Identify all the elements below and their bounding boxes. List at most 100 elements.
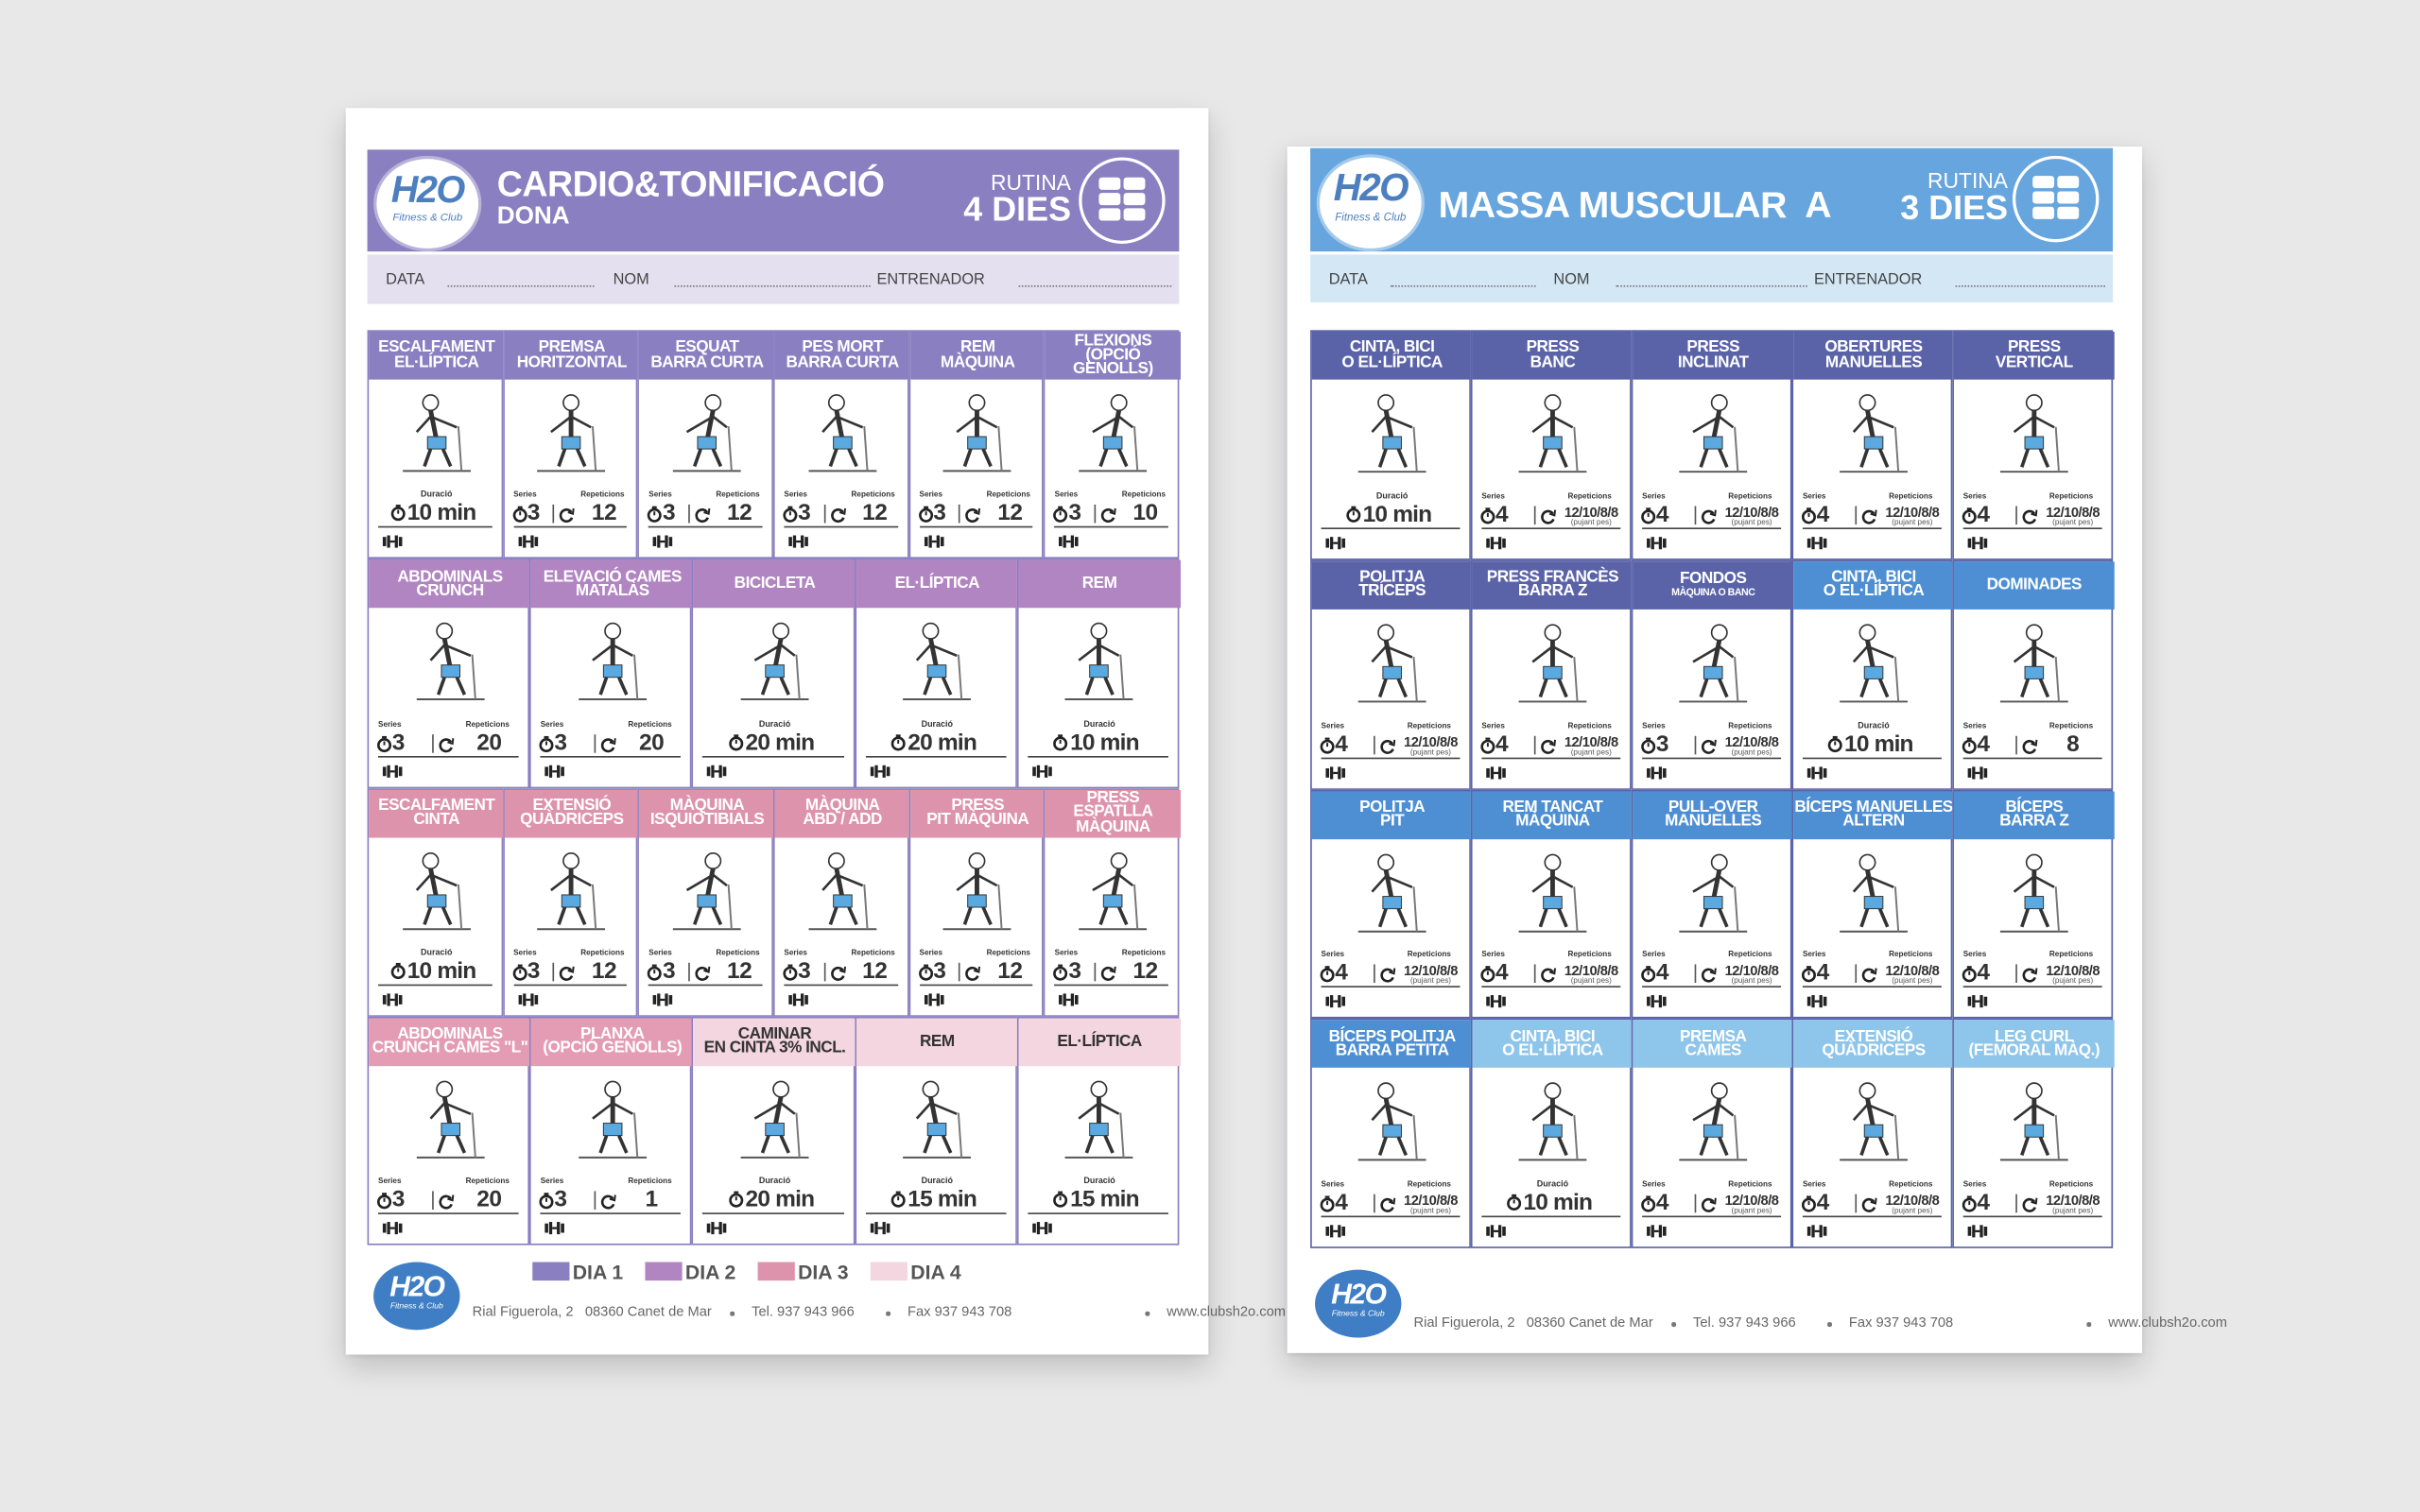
exercise-cell: LEG CURL (FEMORAL MÀQ.) Series Repeticions… <box>1952 1018 2115 1248</box>
bar <box>1066 541 1072 543</box>
icon-block <box>2057 206 2080 219</box>
plate <box>804 994 808 1005</box>
repeat-icon <box>1701 968 1717 983</box>
exercise-name: ESQUAT BARRA CURTA <box>650 338 764 371</box>
shorts <box>1703 1125 1723 1139</box>
plate <box>1047 765 1052 776</box>
cell-header: REM <box>856 1018 1019 1066</box>
reps-value: 12/10/8/8 <box>2046 504 2100 520</box>
dumbbell-icon-wrap <box>706 1222 728 1235</box>
plate <box>1075 537 1080 547</box>
legs <box>558 905 588 925</box>
exercise-name: POLITJA PIT <box>1359 798 1426 831</box>
legs <box>598 1134 629 1154</box>
icon-block <box>1098 177 1121 190</box>
stopwatch-icon <box>1480 736 1495 753</box>
plate <box>657 535 661 548</box>
exercise-name: CINTA, BICI O EL·LÍPTICA <box>1502 1026 1603 1060</box>
arms <box>2013 1103 2055 1122</box>
repeat-arc <box>1380 968 1394 983</box>
plate <box>561 1223 565 1233</box>
stopwatch-icon <box>1641 507 1656 524</box>
plate <box>1972 995 1976 1008</box>
series-value: 4 <box>1816 501 1830 527</box>
footer-dot <box>730 1311 735 1315</box>
value-underline <box>513 984 628 986</box>
repeat-arc <box>560 508 575 524</box>
form-line <box>1391 285 1535 287</box>
stopwatch-icon <box>1641 736 1656 753</box>
header-band: H2O Fitness & Club MASSA MUSCULAR A RUTINA 3… <box>1310 147 2114 252</box>
dumbbell-icon-wrap <box>1030 1222 1052 1235</box>
reps-value: 12/10/8/8 <box>1564 504 1618 520</box>
legs <box>1377 907 1408 927</box>
arms <box>591 1101 633 1120</box>
exercise-cell: DOMINADES Series Repeticions 4 8 <box>1952 559 2115 790</box>
repeat-arc <box>1101 966 1115 981</box>
plate <box>1663 1226 1667 1236</box>
shorts <box>1089 1122 1110 1136</box>
bar <box>1653 541 1659 544</box>
head <box>969 394 987 412</box>
equipment <box>1893 1115 1900 1160</box>
exercise-figure-wrap <box>1980 618 2088 706</box>
plate <box>669 994 673 1005</box>
stat-label: Series <box>1642 951 1666 960</box>
watch-face <box>1053 1193 1068 1208</box>
plate <box>924 994 927 1005</box>
value-divider <box>1533 964 1536 984</box>
stat-label: Duració <box>1375 491 1409 502</box>
torso <box>772 1095 784 1128</box>
dumbbell-icon-wrap <box>1966 1225 1988 1238</box>
plate <box>533 994 538 1005</box>
dumbbell-icon-wrap <box>1966 765 1988 779</box>
stopwatch-icon <box>729 733 744 750</box>
exercise-figure-wrap <box>1659 618 1767 706</box>
torso <box>928 1095 940 1128</box>
dumbbell-icon <box>382 535 403 548</box>
cell-header: FLEXIONS (OPCIÓ GENOLLS) <box>1045 332 1181 380</box>
bar <box>1039 1227 1045 1229</box>
watch-face <box>648 508 663 524</box>
bar <box>1066 998 1072 1001</box>
arms <box>821 872 863 891</box>
torso <box>1710 1098 1722 1130</box>
exercise-figure <box>537 394 606 472</box>
plate <box>1036 1222 1040 1235</box>
legs <box>1699 907 1729 927</box>
head <box>1544 1082 1562 1100</box>
shorts <box>765 664 785 679</box>
stat-label: Duració <box>758 719 791 730</box>
exercise-cell: FONDOS MÀQUINA O BANC Series Repeticions 3 12… <box>1631 559 1794 790</box>
duration-value: 10 min <box>406 500 477 527</box>
bar <box>660 998 666 1001</box>
repeat-arrow <box>609 737 616 745</box>
footer-dot <box>1827 1322 1832 1327</box>
dumbbell-icon <box>1806 1225 1827 1238</box>
legend-swatch <box>645 1262 683 1281</box>
watch-face <box>890 1193 907 1208</box>
stopwatch-icon <box>783 964 798 981</box>
reps-note: (pujant pes) <box>1570 518 1612 527</box>
stat-label: Repeticions <box>716 490 760 501</box>
plate <box>792 993 797 1006</box>
reps-value: 12 <box>862 500 888 527</box>
exercise-figure-wrap <box>396 1075 504 1162</box>
repeat-icon <box>1541 968 1557 983</box>
arms <box>1531 873 1574 892</box>
plate <box>870 765 873 776</box>
arms <box>1092 872 1134 891</box>
repeat-icon <box>1541 738 1557 754</box>
stat-label: Series <box>648 490 672 501</box>
shorts <box>1703 665 1723 679</box>
watch-face <box>390 964 406 979</box>
arms <box>1531 644 1574 663</box>
plate <box>1806 1226 1811 1236</box>
exercise-cell: EXTENSIÓ QUÀDRICEPS Series Repeticions 3 12 <box>502 787 640 1017</box>
exercise-figure-wrap <box>924 388 1031 475</box>
exercise-cell: CAMINAR EN CINTA 3% INCL. Duració 20 min <box>692 1016 856 1246</box>
exercise-figure-wrap <box>518 847 626 934</box>
exercise-figure <box>402 851 471 930</box>
series-value: 4 <box>1495 730 1509 757</box>
stopwatch-icon <box>1507 1194 1522 1211</box>
